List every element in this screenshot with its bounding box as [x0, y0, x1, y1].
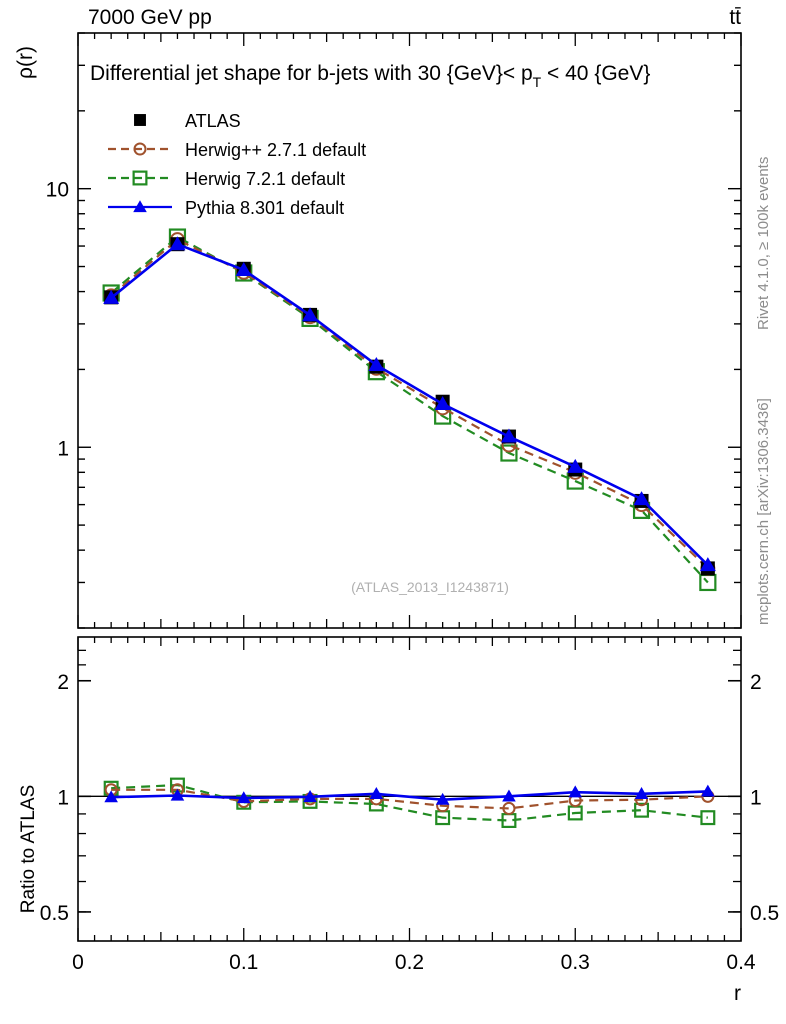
- main-y-tick-label: 1: [57, 437, 69, 460]
- ratio-y-axis-label: Ratio to ATLAS: [18, 785, 39, 914]
- ratio-x-ticks: 0 0.1 0.2 0.3 0.4: [72, 637, 756, 974]
- marker-filled-triangle: [701, 784, 715, 797]
- main-y-axis-label: ρ(r): [14, 46, 37, 79]
- marker-filled-triangle: [502, 789, 516, 802]
- marker-filled-triangle: [500, 428, 517, 443]
- legend-label: ATLAS: [185, 111, 241, 131]
- legend: ATLAS Herwig++ 2.7.1 default Herwig 7.2.1 …: [108, 111, 366, 218]
- ratio-y-tick-label: 1: [57, 786, 69, 809]
- legend-item-0: ATLAS: [134, 111, 241, 131]
- ratio-series-layer: [103, 777, 716, 828]
- ratio-series-0: [104, 783, 715, 815]
- beam-energy-label: 7000 GeV pp: [88, 6, 212, 29]
- marker-open-square: [700, 810, 716, 826]
- marker-filled-triangle: [568, 785, 583, 798]
- mcplots-source-label: mcplots.cern.ch [arXiv:1306.3436]: [755, 398, 772, 625]
- marker-filled-square: [134, 114, 146, 126]
- marker-filled-triangle: [303, 790, 317, 802]
- main-x-ticks: [77, 33, 742, 628]
- marker-filled-triangle: [235, 261, 252, 276]
- marker-filled-triangle: [699, 557, 716, 572]
- marker-open-square: [132, 170, 148, 186]
- ratio-y-tick-label-right: 1: [750, 786, 762, 809]
- ratio-y-tick-label-right: 0.5: [750, 902, 779, 925]
- process-label: tt̄: [729, 6, 741, 29]
- ratio-y-ticks: 2 2 1 1 0.5 0.5: [40, 649, 779, 925]
- ratio-panel: 2 2 1 1 0.5 0.5 0 0.1 0.2 0.3 0.4 Ratio to ATLAS: [18, 636, 779, 974]
- marker-filled-triangle: [103, 289, 120, 304]
- marker-filled-triangle: [368, 357, 385, 372]
- dataset-watermark: (ATLAS_2013_I1243871): [351, 579, 509, 595]
- marker-filled-triangle: [369, 787, 384, 799]
- legend-item-2: Herwig 7.2.1 default: [108, 169, 345, 189]
- marker-filled-triangle: [434, 395, 451, 410]
- marker-filled-triangle: [633, 491, 650, 506]
- x-tick-label: 0.1: [229, 951, 258, 974]
- legend-item-3: Pythia 8.301 default: [108, 198, 344, 218]
- x-axis-label: r: [734, 982, 741, 1005]
- ratio-series-1: [103, 777, 716, 828]
- legend-item-1: Herwig++ 2.7.1 default: [108, 140, 366, 160]
- main-panel: 1 10 ρ(r) Differential jet shape for b-jets…: [14, 32, 742, 629]
- marker-open-circle: [502, 801, 516, 815]
- legend-label: Herwig++ 2.7.1 default: [185, 140, 366, 160]
- legend-label: Herwig 7.2.1 default: [185, 169, 345, 189]
- x-tick-label: 0.4: [726, 951, 756, 974]
- series-line: [110, 238, 709, 570]
- series-3: [103, 236, 716, 572]
- marker-filled-triangle: [104, 790, 118, 803]
- legend-label: Pythia 8.301 default: [185, 198, 344, 218]
- main-title: Differential jet shape for b-jets with 3…: [90, 62, 650, 90]
- marker-filled-triangle: [435, 792, 450, 805]
- series-0: [104, 237, 715, 576]
- marker-filled-triangle: [302, 307, 319, 322]
- series-line: [110, 242, 709, 567]
- marker-open-circle: [133, 142, 147, 156]
- ratio-y-tick-label: 0.5: [40, 902, 69, 925]
- x-tick-label: 0.3: [561, 951, 590, 974]
- main-title-text: Differential jet shape for b-jets with 3…: [90, 62, 650, 90]
- marker-filled-triangle: [133, 200, 147, 213]
- series-2: [102, 228, 717, 592]
- marker-filled-triangle: [567, 458, 584, 473]
- main-y-ticks: 1 10: [46, 32, 741, 629]
- series-line: [111, 783, 708, 822]
- marker-filled-triangle: [170, 788, 185, 801]
- marker-filled-triangle: [169, 236, 186, 251]
- series-line: [111, 788, 708, 810]
- main-series-layer: [102, 228, 717, 592]
- marker-open-square: [634, 802, 650, 818]
- rivet-version-label: Rivet 4.1.0, ≥ 100k events: [755, 157, 772, 330]
- ratio-y-tick-label: 2: [57, 671, 69, 694]
- marker-filled-triangle: [634, 787, 649, 799]
- x-tick-label: 0.2: [395, 951, 424, 974]
- x-tick-label: 0: [72, 951, 84, 974]
- ratio-series-2: [104, 784, 715, 805]
- series-line: [110, 235, 709, 584]
- series-1: [103, 232, 716, 576]
- marker-filled-triangle: [236, 791, 251, 804]
- series-line: [111, 790, 708, 802]
- main-y-tick-label: 10: [46, 179, 69, 202]
- header-row: 7000 GeV pp tt̄: [88, 6, 741, 29]
- marker-open-square: [500, 444, 518, 462]
- main-panel-frame: [77, 32, 742, 629]
- ratio-y-tick-label-right: 2: [750, 671, 762, 694]
